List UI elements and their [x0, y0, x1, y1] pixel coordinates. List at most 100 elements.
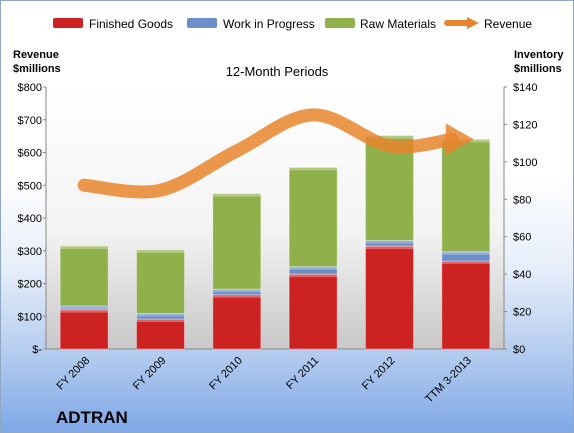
bar-highlight [289, 167, 338, 171]
bar-work-in-progress-fy-2010 [212, 288, 262, 296]
bar-segment-finished-goods [59, 309, 109, 350]
left-tick-label: $- [32, 344, 42, 356]
bar-segment-finished-goods [136, 318, 185, 350]
left-axis: $- $100 $200 $300 $400 $500 $600 $700 $800 [18, 82, 47, 356]
legend-label-finished-goods: Finished Goods [89, 17, 173, 31]
bar-series [59, 135, 491, 350]
revenue-line-series [77, 108, 474, 199]
bar-segment-raw-materials [136, 249, 185, 314]
bar-finished-goods-ttm-3-2013 [441, 260, 491, 350]
legend-item-raw-materials: Raw Materials [325, 17, 436, 31]
bar-segment-raw-materials [441, 138, 491, 253]
bar-segment-raw-materials [212, 193, 262, 290]
bar-highlight [365, 246, 414, 250]
bar-highlight [136, 249, 185, 253]
legend-arrowhead-revenue [467, 17, 479, 29]
bar-highlight [60, 305, 109, 309]
company-name: ADTRAN [56, 408, 128, 427]
bar-highlight [289, 266, 338, 270]
legend-item-finished-goods: Finished Goods [53, 17, 173, 31]
bar-work-in-progress-fy-2011 [288, 266, 338, 275]
bar-raw-materials-ttm-3-2013 [441, 138, 491, 253]
revenue-point-fy-2012 [389, 145, 391, 147]
left-axis-title-line2: $millions [13, 63, 61, 75]
legend-label-revenue: Revenue [484, 17, 532, 31]
bar-work-in-progress-fy-2012 [365, 239, 414, 247]
bar-segment-finished-goods [288, 273, 338, 350]
bar-highlight [60, 309, 109, 313]
legend-label-raw-materials: Raw Materials [360, 17, 436, 31]
bar-raw-materials-fy-2011 [288, 166, 338, 268]
bar-segment-finished-goods [212, 294, 262, 350]
bar-work-in-progress-fy-2008 [59, 305, 109, 311]
bar-segment-work-in-progress [441, 251, 491, 262]
bar-highlight [136, 313, 185, 317]
legend: Finished Goods Work in Progress Raw Mate… [53, 17, 532, 31]
right-tick-label: $100 [513, 157, 537, 169]
bar-highlight [60, 246, 109, 250]
bar-finished-goods-fy-2010 [212, 294, 262, 350]
bar-highlight [365, 240, 414, 244]
legend-item-work-in-progress: Work in Progress [187, 17, 315, 31]
category-label-ttm-3-2013: TTM 3-2013 [423, 355, 474, 406]
right-tick-label: $120 [513, 119, 537, 131]
left-tick-label: $100 [18, 311, 42, 323]
left-tick-label: $700 [18, 115, 42, 127]
right-tick-label: $20 [513, 307, 531, 319]
legend-item-revenue: Revenue [444, 17, 532, 31]
legend-swatch-work-in-progress [187, 18, 217, 28]
left-tick-label: $500 [18, 180, 42, 192]
bar-raw-materials-fy-2008 [59, 245, 109, 307]
category-label-fy-2008: FY 2008 [55, 355, 93, 393]
bar-highlight [212, 289, 261, 293]
bar-highlight [441, 251, 490, 255]
right-axis: $0 $20 $40 $60 $80 $100 $120 $140 [46, 82, 537, 356]
left-tick-label: $400 [18, 213, 42, 225]
left-tick-label: $800 [18, 82, 42, 94]
bar-highlight [136, 319, 185, 323]
revenue-arrowhead [445, 123, 474, 156]
right-tick-label: $60 [513, 232, 531, 244]
bar-segment-raw-materials [288, 166, 338, 268]
right-tick-label: $140 [513, 82, 537, 94]
right-tick-label: $0 [513, 344, 525, 356]
chart-title: 12-Month Periods [226, 64, 329, 79]
category-label-fy-2009: FY 2009 [131, 355, 169, 393]
right-axis-title-line2: $millions [514, 63, 562, 75]
bar-work-in-progress-fy-2009 [136, 312, 185, 320]
right-tick-label: $40 [513, 269, 531, 281]
bar-finished-goods-fy-2009 [136, 318, 185, 350]
bar-raw-materials-fy-2009 [136, 249, 185, 314]
category-label-fy-2011: FY 2011 [284, 355, 321, 392]
bar-segment-finished-goods [365, 245, 414, 350]
bar-finished-goods-fy-2012 [365, 245, 414, 350]
category-label-fy-2010: FY 2010 [207, 355, 245, 393]
left-tick-label: $300 [18, 246, 42, 258]
revenue-point-fy-2008 [83, 184, 85, 186]
bar-finished-goods-fy-2008 [59, 309, 109, 350]
bar-highlight [365, 135, 414, 139]
bar-highlight [212, 294, 261, 298]
bar-raw-materials-fy-2010 [212, 193, 262, 290]
revenue-point-ttm-3-2013 [451, 138, 453, 140]
left-axis-title-line1: Revenue [13, 49, 59, 61]
right-axis-title-line1: Inventory [514, 49, 564, 61]
revenue-line [77, 108, 459, 199]
category-label-fy-2012: FY 2012 [360, 355, 398, 393]
bar-work-in-progress-ttm-3-2013 [441, 251, 491, 262]
left-tick-label: $600 [18, 148, 42, 160]
revenue-point-fy-2009 [160, 189, 162, 191]
right-tick-label: $80 [513, 194, 531, 206]
bar-highlight [212, 193, 261, 197]
left-tick-label: $200 [18, 279, 42, 291]
bar-highlight [289, 274, 338, 278]
revenue-point-fy-2010 [236, 150, 238, 152]
legend-swatch-finished-goods [53, 18, 83, 28]
category-axis: FY 2008 FY 2009 FY 2010 FY 2011 FY 2012 TTM 3… [55, 355, 474, 406]
revenue-point-fy-2011 [312, 114, 314, 116]
bar-finished-goods-fy-2011 [288, 273, 338, 350]
legend-swatch-raw-materials [325, 18, 355, 28]
bar-segment-raw-materials [59, 245, 109, 307]
